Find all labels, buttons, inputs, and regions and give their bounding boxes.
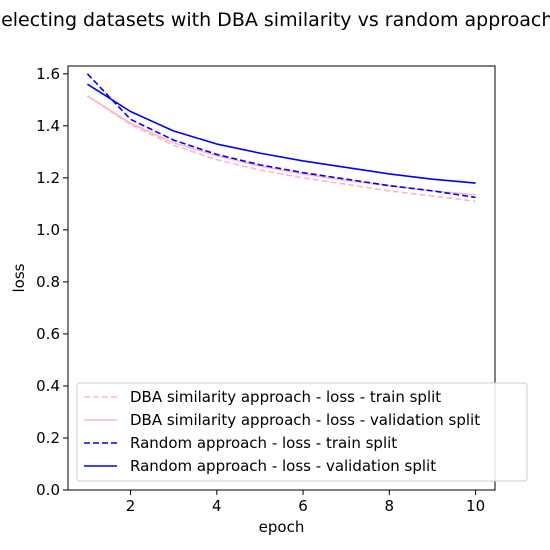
y-axis-ticks: 0.0 0.2 0.4 0.6 0.8 1.0 1.2 1.4 1.6 xyxy=(36,65,68,499)
y-tick-label: 0.6 xyxy=(36,325,60,343)
y-axis-label: loss xyxy=(10,263,28,292)
x-axis-ticks: 2 4 6 8 10 xyxy=(126,490,485,515)
series-lines xyxy=(87,74,475,201)
series-line-2 xyxy=(87,96,475,195)
y-tick-label: 1.4 xyxy=(36,117,60,135)
y-tick-label: 0.2 xyxy=(36,429,60,447)
chart-title: Loss - selecting datasets with DBA simil… xyxy=(0,9,550,31)
y-tick-label: 1.0 xyxy=(36,221,60,239)
x-tick-label: 10 xyxy=(466,497,485,515)
x-tick-label: 6 xyxy=(298,497,308,515)
legend-label: Random approach - loss - train split xyxy=(130,434,397,452)
x-tick-label: 4 xyxy=(212,497,222,515)
series-line-1 xyxy=(87,96,475,201)
series-line-4 xyxy=(87,84,475,183)
y-tick-label: 1.6 xyxy=(36,65,60,83)
y-tick-label: 1.2 xyxy=(36,169,60,187)
legend-label: DBA similarity approach - loss - train s… xyxy=(130,388,441,406)
legend: DBA similarity approach - loss - train s… xyxy=(77,383,527,481)
x-axis-label: epoch xyxy=(259,518,305,536)
y-tick-label: 0.8 xyxy=(36,273,60,291)
y-tick-label: 0.0 xyxy=(36,481,60,499)
y-tick-label: 0.4 xyxy=(36,377,60,395)
legend-label: Random approach - loss - validation spli… xyxy=(130,457,436,475)
series-line-3 xyxy=(87,74,475,198)
x-tick-label: 8 xyxy=(385,497,395,515)
x-tick-label: 2 xyxy=(126,497,136,515)
legend-label: DBA similarity approach - loss - validat… xyxy=(130,411,480,429)
